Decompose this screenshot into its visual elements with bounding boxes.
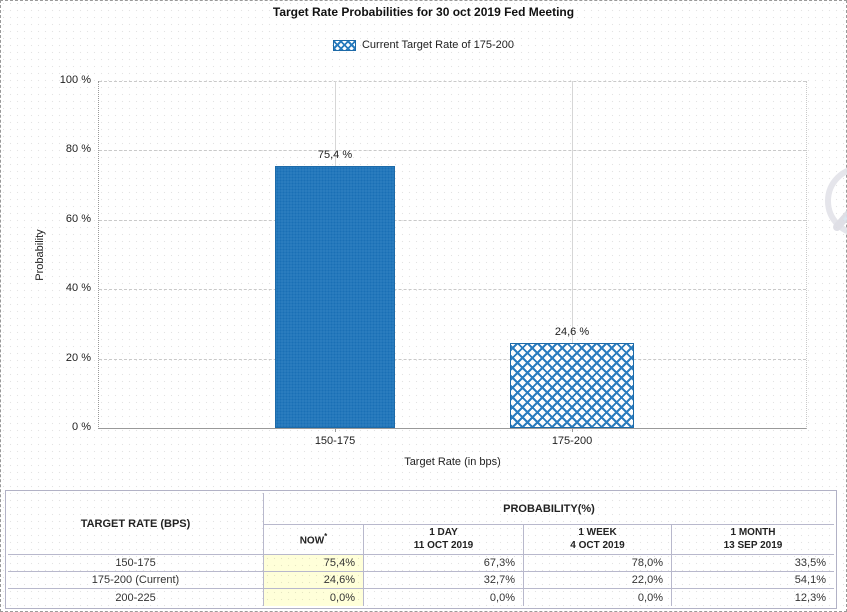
column-header-1month: 1 MONTH 13 SEP 2019 [672,525,834,555]
y-tick-100: 100 % [59,74,91,86]
y-tick-80: 80 % [65,143,91,156]
legend-crosshatch-swatch-icon [332,39,356,51]
y-tick-60: 60 % [65,212,91,225]
cell-1day: 67,3% [364,555,524,572]
table-group-header: PROBABILITY(%) [264,493,834,525]
bar-175-200 [510,342,634,428]
cell-1week: 0,0% [524,589,672,606]
column-header-1week: 1 WEEK 4 OCT 2019 [524,525,672,555]
x-axis-label: Target Rate (in bps) [404,456,501,468]
gridline-60 [99,219,806,221]
cell-1week: 78,0% [524,555,672,572]
now-label: NOW [299,534,325,546]
plot-area: 100 % 80 % 60 % 40 % 20 % 0 % 75,4 % 150… [60,74,847,447]
y-tick-0: 0 % [72,421,91,433]
col-1day-line2: 11 OCT 2019 [413,539,474,551]
col-1day-line1: 1 DAY [429,527,458,538]
cell-1month: 33,5% [672,555,834,572]
cell-now: 0,0% [264,589,364,606]
cell-now: 24,6% [264,572,364,589]
gridline-40 [99,289,806,291]
bar-value-label: 75,4 % [317,149,353,162]
chart-title: Target Rate Probabilities for 30 oct 201… [272,5,575,19]
cell-1week: 22,0% [524,572,672,589]
category-label-150-175: 150-175 [314,435,356,447]
table-row-label: 150-175 [8,555,264,572]
y-tick-40: 40 % [65,282,91,295]
column-header-now: NOW* [264,525,364,555]
col-1week-line1: 1 WEEK [578,527,617,538]
y-axis-label: Probability [34,229,46,281]
gridline-100 [99,81,806,82]
x-tick-mark [335,428,336,432]
x-tick-mark [572,428,573,432]
col-1week-line2: 4 OCT 2019 [570,539,625,551]
probability-table: TARGET RATE (BPS) PROBABILITY(%) NOW* 1 … [5,490,837,609]
bar-150-175 [275,166,395,428]
cell-1month: 12,3% [794,591,826,604]
bar-slot-150-175: 75,4 % 150-175 [275,81,395,447]
category-gridline [572,81,573,428]
col-1month-line2: 13 SEP 2019 [723,539,783,551]
bar-slot-175-200: 24,6 % 175-200 [510,81,634,447]
col-1month-line1: 1 MONTH [730,527,776,538]
table-row-label: 175-200 (Current) [8,572,264,589]
gridline-20 [99,358,806,360]
cell-now: 75,4% [264,555,364,572]
cell-1month: 54,1% [672,572,834,589]
chart-legend: Current Target Rate of 175-200 [1,39,846,51]
legend-label: Current Target Rate of 175-200 [361,39,515,51]
now-asterisk: * [324,531,328,541]
table-row-label: 200-225 [8,589,264,606]
table-corner-header: TARGET RATE (BPS) [8,493,264,555]
category-label-175-200: 175-200 [551,435,593,447]
column-header-1day: 1 DAY 11 OCT 2019 [364,525,524,555]
bar-value-label: 24,6 % [554,325,590,338]
watermark-logo-icon [825,167,847,235]
cell-1day: 32,7% [364,572,524,589]
y-tick-20: 20 % [65,351,91,364]
cell-1day: 0,0% [364,589,524,606]
gridline-80 [99,150,806,152]
